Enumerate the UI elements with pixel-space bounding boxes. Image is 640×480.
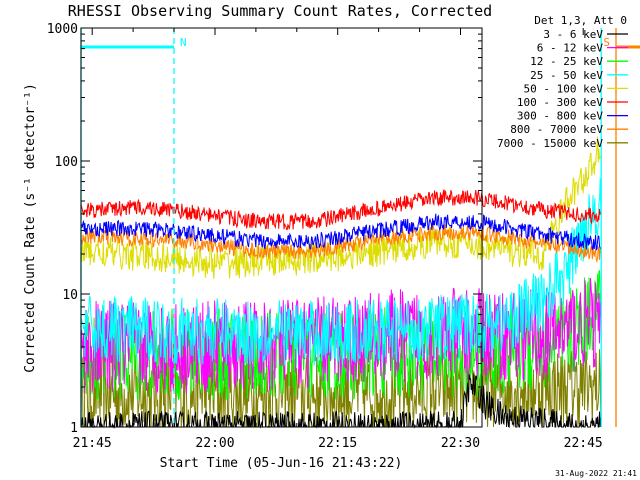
legend-entry-label: 12 - 25 keV	[530, 55, 603, 68]
legend-entry-label: 3 - 6 keV	[543, 28, 603, 41]
legend-entry-label: 300 - 800 keV	[517, 110, 603, 123]
y-tick-label: 10	[62, 288, 78, 303]
y-tick-label: 100	[55, 155, 78, 170]
legend-entry-label: 50 - 100 keV	[524, 82, 604, 95]
legend-entry-label: 7000 - 15000 keV	[497, 137, 603, 150]
x-tick-label: 22:15	[318, 436, 357, 451]
legend-title: Det 1,3, Att 0	[534, 14, 627, 27]
series-6-line	[80, 189, 602, 231]
legend-entry-label: 6 - 12 keV	[537, 42, 604, 55]
y-tick-label: 1	[70, 421, 78, 436]
legend-entry-label: 100 - 300 keV	[517, 96, 603, 109]
x-axis-label: Start Time (05-Jun-16 21:43:22)	[160, 456, 403, 471]
annotation-label-2: S	[603, 36, 610, 49]
x-tick-label: 21:45	[73, 436, 112, 451]
legend-entry-label: 800 - 7000 keV	[510, 123, 603, 136]
chart-title: RHESSI Observing Summary Count Rates, Co…	[68, 2, 492, 20]
legend-entry-label: 25 - 50 keV	[530, 69, 603, 82]
series-4-line	[80, 178, 602, 367]
x-tick-label: 22:45	[564, 436, 603, 451]
plot-frame	[80, 27, 483, 428]
series-5-line	[80, 136, 602, 279]
y-axis-label: Corrected Count Rate (s⁻¹ detector⁻¹)	[23, 83, 38, 373]
annotation-label-1: N	[180, 36, 187, 49]
timestamp: 31-Aug-2022 21:41	[555, 469, 637, 478]
x-tick-label: 22:00	[195, 436, 234, 451]
y-axis-ticks: 1 10 100 1000	[47, 22, 482, 436]
x-tick-label: 22:30	[441, 436, 480, 451]
y-tick-label: 1000	[47, 22, 78, 37]
series-7-line	[80, 213, 602, 252]
